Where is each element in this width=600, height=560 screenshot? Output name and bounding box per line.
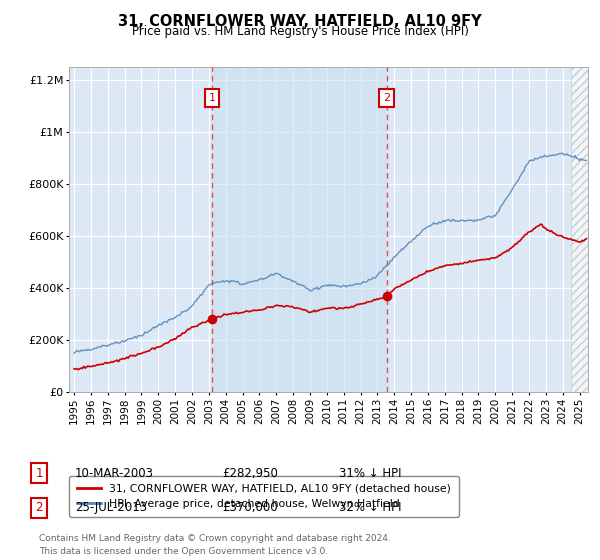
Text: 32% ↓ HPI: 32% ↓ HPI <box>339 501 401 515</box>
Text: £282,950: £282,950 <box>222 466 278 480</box>
Text: 2: 2 <box>383 94 391 104</box>
Text: 31, CORNFLOWER WAY, HATFIELD, AL10 9FY: 31, CORNFLOWER WAY, HATFIELD, AL10 9FY <box>118 14 482 29</box>
Text: 2: 2 <box>35 501 43 515</box>
Text: 25-JUL-2013: 25-JUL-2013 <box>75 501 147 515</box>
Text: Price paid vs. HM Land Registry's House Price Index (HPI): Price paid vs. HM Land Registry's House … <box>131 25 469 38</box>
Text: 1: 1 <box>35 466 43 480</box>
Text: 10-MAR-2003: 10-MAR-2003 <box>75 466 154 480</box>
Text: This data is licensed under the Open Government Licence v3.0.: This data is licensed under the Open Gov… <box>39 547 328 556</box>
Legend: 31, CORNFLOWER WAY, HATFIELD, AL10 9FY (detached house), HPI: Average price, det: 31, CORNFLOWER WAY, HATFIELD, AL10 9FY (… <box>69 476 459 516</box>
Text: £370,000: £370,000 <box>222 501 278 515</box>
Text: 31% ↓ HPI: 31% ↓ HPI <box>339 466 401 480</box>
Text: 1: 1 <box>209 94 215 104</box>
Text: Contains HM Land Registry data © Crown copyright and database right 2024.: Contains HM Land Registry data © Crown c… <box>39 534 391 543</box>
